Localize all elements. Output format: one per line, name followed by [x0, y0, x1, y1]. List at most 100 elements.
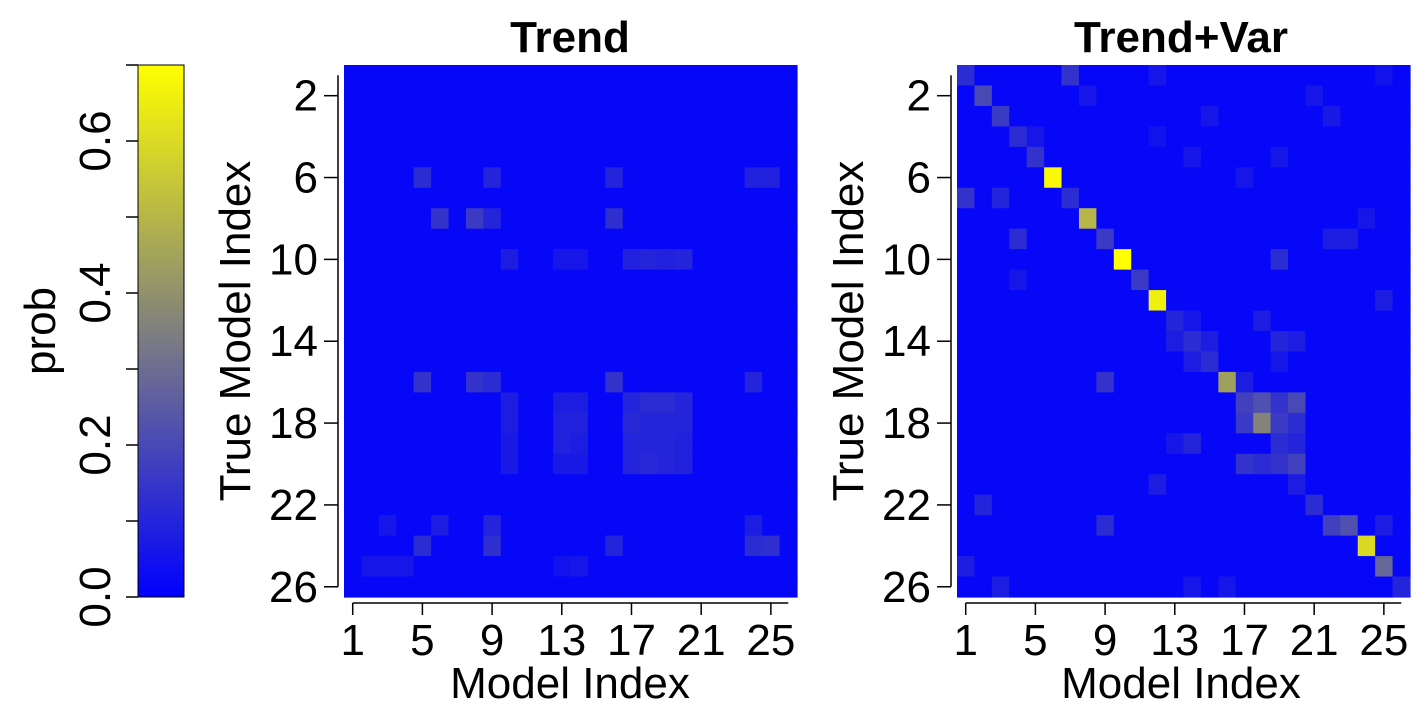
heatmap-cell — [344, 474, 363, 496]
heatmap-cell — [640, 556, 659, 578]
heatmap-cell — [1131, 65, 1150, 87]
heatmap-cell — [1009, 290, 1028, 312]
heatmap-cell — [640, 269, 659, 291]
heatmap-cell — [1270, 494, 1289, 516]
heatmap-cell — [1253, 310, 1272, 332]
heatmap-cell — [744, 126, 763, 148]
heatmap-cell — [640, 208, 659, 230]
heatmap-cell — [675, 515, 694, 537]
heatmap-cell — [413, 65, 432, 87]
heatmap-cell — [465, 310, 484, 332]
heatmap-cell — [1061, 208, 1080, 230]
heatmap-cell — [1131, 167, 1150, 189]
heatmap-cell — [1148, 535, 1167, 557]
heatmap-cell — [1183, 556, 1202, 578]
heatmap-cell — [483, 556, 502, 578]
heatmap-cell — [675, 290, 694, 312]
heatmap-cell — [553, 331, 572, 353]
heatmap-cell — [1322, 351, 1341, 373]
heatmap-cell — [518, 208, 537, 230]
heatmap-cell — [1026, 535, 1045, 557]
heatmap-cell — [974, 453, 993, 475]
heatmap-cell — [957, 105, 976, 127]
heatmap-cell — [1305, 371, 1324, 393]
heatmap-cell — [1357, 167, 1376, 189]
heatmap-cell — [1357, 208, 1376, 230]
heatmap-cell — [483, 146, 502, 168]
heatmap-cell — [1026, 126, 1045, 148]
heatmap-cell — [727, 105, 746, 127]
heatmap-cell — [605, 146, 624, 168]
heatmap-cell — [744, 167, 763, 189]
heatmap-cell — [1322, 392, 1341, 414]
heatmap-cell — [1113, 453, 1132, 475]
heatmap-cell — [378, 269, 397, 291]
heatmap-cell — [1148, 351, 1167, 373]
heatmap-cell — [1044, 85, 1063, 107]
heatmap-cell — [1061, 85, 1080, 107]
heatmap-cell — [378, 371, 397, 393]
x-axis-label: Model Index — [450, 659, 690, 704]
heatmap-cell — [1288, 167, 1307, 189]
heatmap-cell — [991, 535, 1010, 557]
heatmap-cell — [1340, 453, 1359, 475]
heatmap-cell — [1340, 146, 1359, 168]
heatmap-cell — [1340, 105, 1359, 127]
heatmap-cell — [553, 105, 572, 127]
heatmap-cell — [974, 249, 993, 271]
heatmap-cell — [396, 392, 415, 414]
heatmap-cell — [483, 576, 502, 598]
heatmap-cell — [1375, 228, 1394, 250]
heatmap-cell — [570, 556, 589, 578]
heatmap-cell — [1009, 453, 1028, 475]
heatmap-cell — [709, 187, 728, 209]
heatmap-cell — [570, 453, 589, 475]
heatmap-cell — [1131, 494, 1150, 516]
heatmap-cell — [518, 228, 537, 250]
heatmap-cell — [1270, 290, 1289, 312]
heatmap-cell — [1340, 85, 1359, 107]
heatmap-cell — [1288, 474, 1307, 496]
heatmap-cell — [640, 351, 659, 373]
heatmap-cell — [361, 146, 380, 168]
heatmap-cell — [991, 167, 1010, 189]
heatmap-cell — [1113, 331, 1132, 353]
heatmap-cell — [727, 290, 746, 312]
heatmap-cell — [991, 494, 1010, 516]
heatmap-cell — [692, 412, 711, 434]
heatmap-cell — [1148, 269, 1167, 291]
heatmap-cell — [448, 392, 467, 414]
heatmap-cell — [1322, 576, 1341, 598]
heatmap-cell — [1235, 65, 1254, 87]
heatmap-cell — [500, 228, 519, 250]
heatmap-cell — [396, 535, 415, 557]
heatmap-cell — [1183, 433, 1202, 455]
heatmap-cell — [1288, 351, 1307, 373]
heatmap-cell — [518, 290, 537, 312]
heatmap-cell — [1009, 228, 1028, 250]
heatmap-cell — [1288, 65, 1307, 87]
heatmap-cell — [957, 126, 976, 148]
heatmap-cell — [1026, 453, 1045, 475]
heatmap-cell — [974, 515, 993, 537]
heatmap-cell — [518, 412, 537, 434]
heatmap-cell — [1340, 310, 1359, 332]
x-tick-label: 21 — [1290, 616, 1339, 665]
heatmap-cell — [1375, 331, 1394, 353]
heatmap-cell — [413, 167, 432, 189]
heatmap-cell — [413, 392, 432, 414]
heatmap-cell — [1392, 535, 1411, 557]
heatmap-cell — [1357, 228, 1376, 250]
heatmap-cell — [1253, 494, 1272, 516]
heatmap-cell — [1131, 290, 1150, 312]
heatmap-cell — [1200, 351, 1219, 373]
heatmap-cell — [727, 535, 746, 557]
heatmap-cell — [1113, 433, 1132, 455]
heatmap-cell — [640, 105, 659, 127]
heatmap-cell — [518, 392, 537, 414]
heatmap-cell — [640, 249, 659, 271]
heatmap-cell — [709, 249, 728, 271]
heatmap-cell — [1200, 310, 1219, 332]
heatmap-cell — [1113, 556, 1132, 578]
heatmap-cell — [448, 433, 467, 455]
